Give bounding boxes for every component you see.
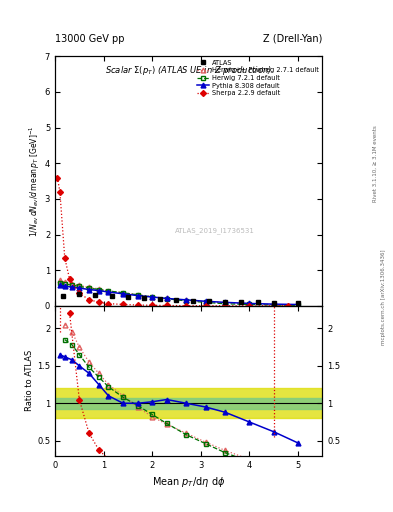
Text: mcplots.cern.ch [arXiv:1306.3436]: mcplots.cern.ch [arXiv:1306.3436] — [381, 249, 386, 345]
Text: ATLAS_2019_I1736531: ATLAS_2019_I1736531 — [175, 228, 255, 234]
Text: Rivet 3.1.10, ≥ 3.1M events: Rivet 3.1.10, ≥ 3.1M events — [373, 125, 378, 202]
Y-axis label: $1/N_{ev}\,dN_{ev}/d\,\mathrm{mean}\,p_T\;[\mathrm{GeV}]^{-1}$: $1/N_{ev}\,dN_{ev}/d\,\mathrm{mean}\,p_T… — [28, 125, 42, 237]
Legend: ATLAS, Herwig++ Powheg 2.7.1 default, Herwig 7.2.1 default, Pythia 8.308 default: ATLAS, Herwig++ Powheg 2.7.1 default, He… — [196, 58, 320, 98]
Text: Z (Drell-Yan): Z (Drell-Yan) — [263, 33, 322, 44]
Text: 13000 GeV pp: 13000 GeV pp — [55, 33, 125, 44]
Text: Scalar $\Sigma(p_T)$ (ATLAS UE in Z production): Scalar $\Sigma(p_T)$ (ATLAS UE in Z prod… — [105, 64, 272, 77]
Y-axis label: Ratio to ATLAS: Ratio to ATLAS — [25, 350, 34, 412]
X-axis label: Mean $p_T$/d$\eta$ d$\phi$: Mean $p_T$/d$\eta$ d$\phi$ — [152, 475, 225, 489]
